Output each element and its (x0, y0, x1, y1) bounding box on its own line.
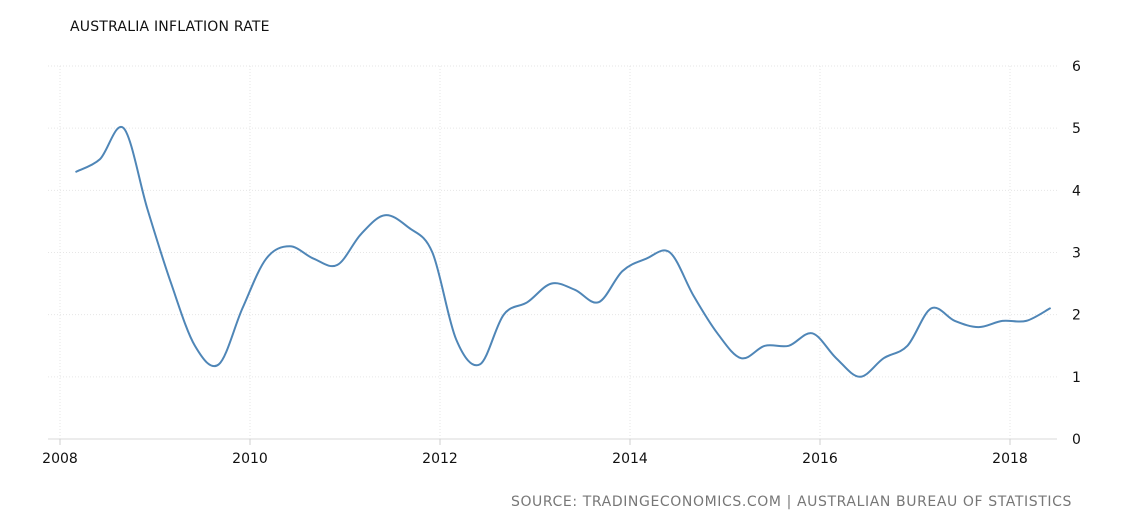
y-tick-label: 6 (1072, 59, 1081, 75)
x-tick-label: 2016 (802, 451, 838, 467)
y-tick-label: 4 (1072, 183, 1081, 199)
grid-lines (48, 65, 1057, 440)
x-tick-label: 2018 (992, 451, 1028, 467)
series-line (75, 125, 1051, 378)
x-tick-label: 2008 (42, 451, 78, 467)
x-axis: 2008 2010 2012 2014 2016 2018 (42, 439, 1028, 467)
y-tick-label: 3 (1072, 246, 1081, 262)
y-tick-label: 0 (1072, 432, 1081, 448)
y-tick-label: 1 (1072, 370, 1081, 386)
x-tick-label: 2010 (232, 451, 268, 467)
x-tick-label: 2014 (612, 451, 648, 467)
y-tick-label: 5 (1072, 121, 1081, 137)
y-axis: 0 1 2 3 4 5 6 (1072, 59, 1081, 448)
series-lines (75, 125, 1051, 378)
y-tick-label: 2 (1072, 308, 1081, 324)
chart-title: AUSTRALIA INFLATION RATE (70, 19, 270, 35)
source-credit: SOURCE: TRADINGECONOMICS.COM | AUSTRALIA… (510, 494, 1072, 510)
x-tick-label: 2012 (422, 451, 458, 467)
